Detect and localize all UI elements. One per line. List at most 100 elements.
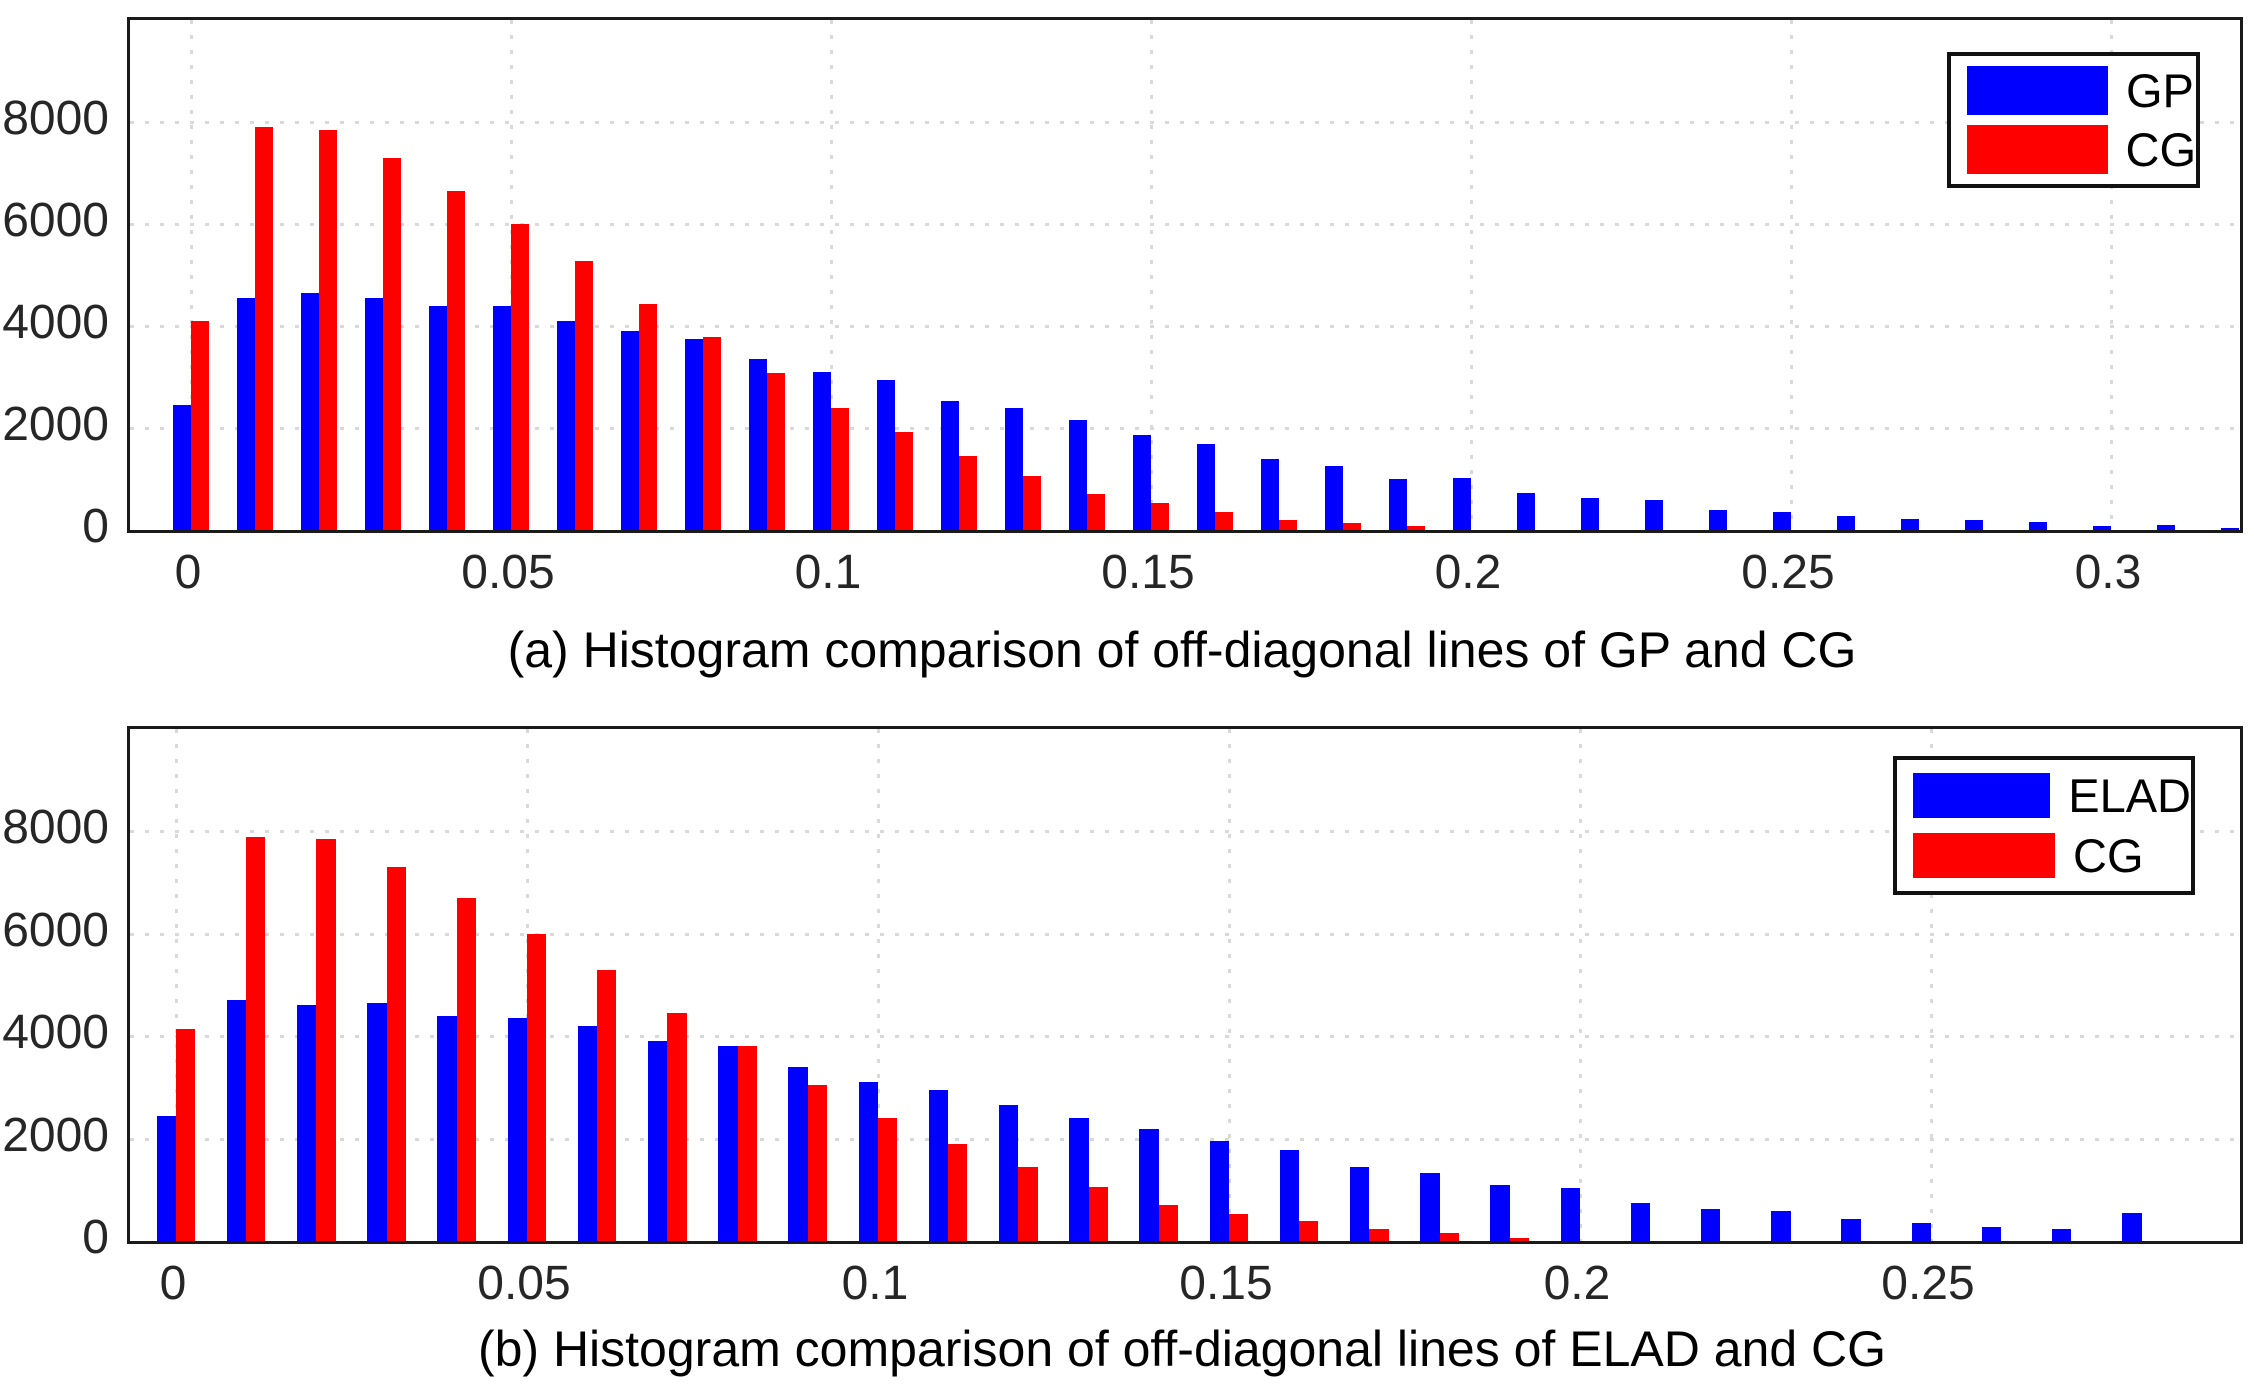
- legend-swatch-cg: [1913, 832, 2055, 878]
- bar-elad-27: [2052, 1228, 2072, 1241]
- bar-cg-1: [246, 836, 266, 1241]
- bar-gp-28: [1965, 520, 1983, 530]
- legend-swatch-elad: [1913, 773, 2051, 819]
- bar-gp-14: [1069, 420, 1087, 530]
- bar-cg-12: [958, 456, 977, 530]
- bar-elad-2: [297, 1005, 317, 1241]
- bar-cg-15: [1150, 502, 1169, 530]
- bar-elad-4: [437, 1015, 457, 1241]
- legend-entry-elad: ELAD: [1913, 772, 2191, 819]
- bar-cg-8: [702, 337, 721, 530]
- bar-cg-10: [877, 1118, 898, 1241]
- x-tick-label-0.1: 0.1: [841, 1257, 909, 1310]
- bar-cg-3: [382, 157, 401, 530]
- bar-gp-26: [1837, 516, 1855, 530]
- bar-cg-6: [574, 261, 593, 530]
- bar-elad-14: [1139, 1129, 1159, 1241]
- gridline-x-0.2: [1469, 20, 1473, 530]
- bar-gp-27: [1901, 518, 1919, 530]
- bar-gp-0: [173, 405, 191, 530]
- bar-elad-18: [1420, 1172, 1440, 1241]
- bar-cg-0: [190, 320, 209, 530]
- bar-cg-19: [1406, 525, 1425, 530]
- x-tick-label-0.2: 0.2: [1543, 1257, 1611, 1310]
- bar-cg-13: [1088, 1187, 1108, 1241]
- bar-cg-11: [894, 432, 913, 530]
- legend-swatch-gp: [1967, 66, 2108, 115]
- bar-gp-17: [1261, 458, 1279, 530]
- bar-elad-19: [1490, 1184, 1510, 1241]
- gridline-x-0.2: [1578, 729, 1582, 1241]
- bar-elad-20: [1560, 1188, 1580, 1241]
- bar-gp-15: [1133, 434, 1151, 530]
- y-tick-label-0: 0: [82, 1211, 109, 1264]
- legend-label-gp: GP: [2126, 64, 2194, 117]
- x-tick-label-0.2: 0.2: [1434, 546, 1502, 599]
- x-tick-label-0.15: 0.15: [1101, 546, 1195, 599]
- legend-box: ELAD CG: [1893, 756, 2195, 895]
- bar-cg-3: [386, 867, 406, 1241]
- x-tick-label-0.15: 0.15: [1179, 1257, 1273, 1310]
- bar-cg-7: [667, 1013, 687, 1241]
- bar-elad-0: [156, 1115, 176, 1241]
- y-tick-label-8000: 8000: [2, 92, 109, 145]
- bar-elad-5: [507, 1018, 527, 1241]
- bar-gp-10: [813, 371, 831, 530]
- legend-label-elad: ELAD: [2068, 769, 2191, 823]
- bar-elad-26: [1981, 1226, 2002, 1241]
- bar-elad-28: [2122, 1212, 2142, 1241]
- legend-label-cg: CG: [2125, 123, 2197, 176]
- bar-gp-6: [557, 320, 575, 530]
- bar-elad-12: [999, 1105, 1019, 1241]
- x-tick-label-0.05: 0.05: [477, 1257, 571, 1310]
- bar-elad-22: [1701, 1208, 1721, 1241]
- bar-gp-18: [1325, 466, 1343, 530]
- bar-gp-1: [237, 297, 255, 530]
- bar-elad-6: [577, 1025, 598, 1241]
- bar-cg-17: [1278, 519, 1297, 530]
- bar-cg-18: [1439, 1232, 1459, 1241]
- bar-gp-25: [1773, 512, 1791, 530]
- gridline-y-6000: [130, 932, 2240, 936]
- bar-cg-14: [1158, 1205, 1179, 1241]
- gridline-x-0.25: [1789, 20, 1793, 530]
- bar-cg-5: [510, 224, 529, 530]
- legend-entry-cg: CG: [1913, 832, 2191, 879]
- bar-elad-3: [367, 1002, 387, 1241]
- y-tick-label-0: 0: [82, 500, 109, 553]
- bar-gp-4: [429, 305, 447, 530]
- bar-gp-21: [1517, 492, 1535, 530]
- bar-elad-9: [788, 1066, 808, 1241]
- bar-gp-31: [2157, 525, 2175, 530]
- x-tick-label-0.1: 0.1: [794, 546, 862, 599]
- bar-cg-4: [456, 897, 477, 1241]
- bar-gp-2: [301, 292, 319, 530]
- bar-cg-5: [526, 933, 547, 1241]
- chart-b-caption: (b) Histogram comparison of off-diagonal…: [477, 1321, 1887, 1377]
- bar-cg-2: [316, 839, 336, 1241]
- y-tick-label-8000: 8000: [2, 801, 109, 855]
- legend-label-cg: CG: [2073, 828, 2144, 882]
- legend-entry-gp: GP: [1967, 66, 2196, 115]
- legend-swatch-cg: [1967, 125, 2108, 174]
- bar-gp-19: [1389, 479, 1407, 530]
- bar-elad-15: [1209, 1141, 1229, 1241]
- bar-gp-23: [1645, 499, 1663, 530]
- bar-gp-13: [1005, 407, 1023, 530]
- bar-cg-2: [318, 129, 337, 530]
- y-tick-label-4000: 4000: [2, 1006, 109, 1060]
- bar-gp-8: [685, 338, 703, 530]
- y-tick-label-4000: 4000: [2, 296, 109, 349]
- x-tick-label-0: 0: [174, 546, 202, 599]
- bar-cg-15: [1228, 1213, 1249, 1241]
- bar-gp-11: [877, 379, 895, 530]
- x-tick-label-0.25: 0.25: [1881, 1257, 1975, 1310]
- bar-elad-13: [1069, 1118, 1089, 1241]
- bar-gp-5: [493, 305, 511, 530]
- x-tick-label-0.3: 0.3: [2074, 546, 2142, 599]
- bar-cg-7: [638, 304, 657, 530]
- bar-elad-23: [1771, 1210, 1791, 1241]
- bar-elad-16: [1279, 1150, 1300, 1241]
- y-tick-label-6000: 6000: [2, 903, 109, 957]
- bar-gp-22: [1581, 498, 1599, 530]
